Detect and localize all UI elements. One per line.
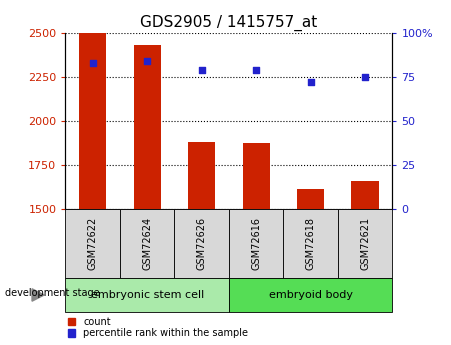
- Point: [89, 60, 96, 66]
- Bar: [65, 209, 120, 278]
- Bar: [175, 209, 229, 278]
- Text: GSM72626: GSM72626: [197, 217, 207, 270]
- Bar: [133, 45, 161, 209]
- Bar: [283, 209, 338, 278]
- Text: GSM72616: GSM72616: [251, 217, 261, 270]
- Point: [307, 79, 314, 85]
- Text: embryoid body: embryoid body: [269, 290, 353, 300]
- Point: [198, 67, 205, 72]
- Bar: [120, 209, 175, 278]
- Point: [143, 58, 151, 64]
- Bar: [229, 278, 392, 312]
- Title: GDS2905 / 1415757_at: GDS2905 / 1415757_at: [140, 15, 318, 31]
- Legend: count, percentile rank within the sample: count, percentile rank within the sample: [66, 315, 250, 340]
- Text: GSM72622: GSM72622: [87, 217, 98, 270]
- Bar: [338, 209, 392, 278]
- Bar: [351, 181, 379, 209]
- Point: [253, 67, 260, 72]
- Text: embryonic stem cell: embryonic stem cell: [91, 290, 204, 300]
- Bar: [243, 143, 270, 209]
- Bar: [79, 33, 106, 209]
- Text: GSM72621: GSM72621: [360, 217, 370, 270]
- Text: GSM72624: GSM72624: [142, 217, 152, 270]
- Bar: [229, 209, 283, 278]
- Text: development stage: development stage: [5, 288, 99, 298]
- Bar: [188, 142, 215, 209]
- Bar: [297, 189, 324, 209]
- Point: [362, 74, 369, 79]
- Polygon shape: [32, 289, 44, 301]
- Bar: [65, 278, 229, 312]
- Text: GSM72618: GSM72618: [306, 217, 316, 270]
